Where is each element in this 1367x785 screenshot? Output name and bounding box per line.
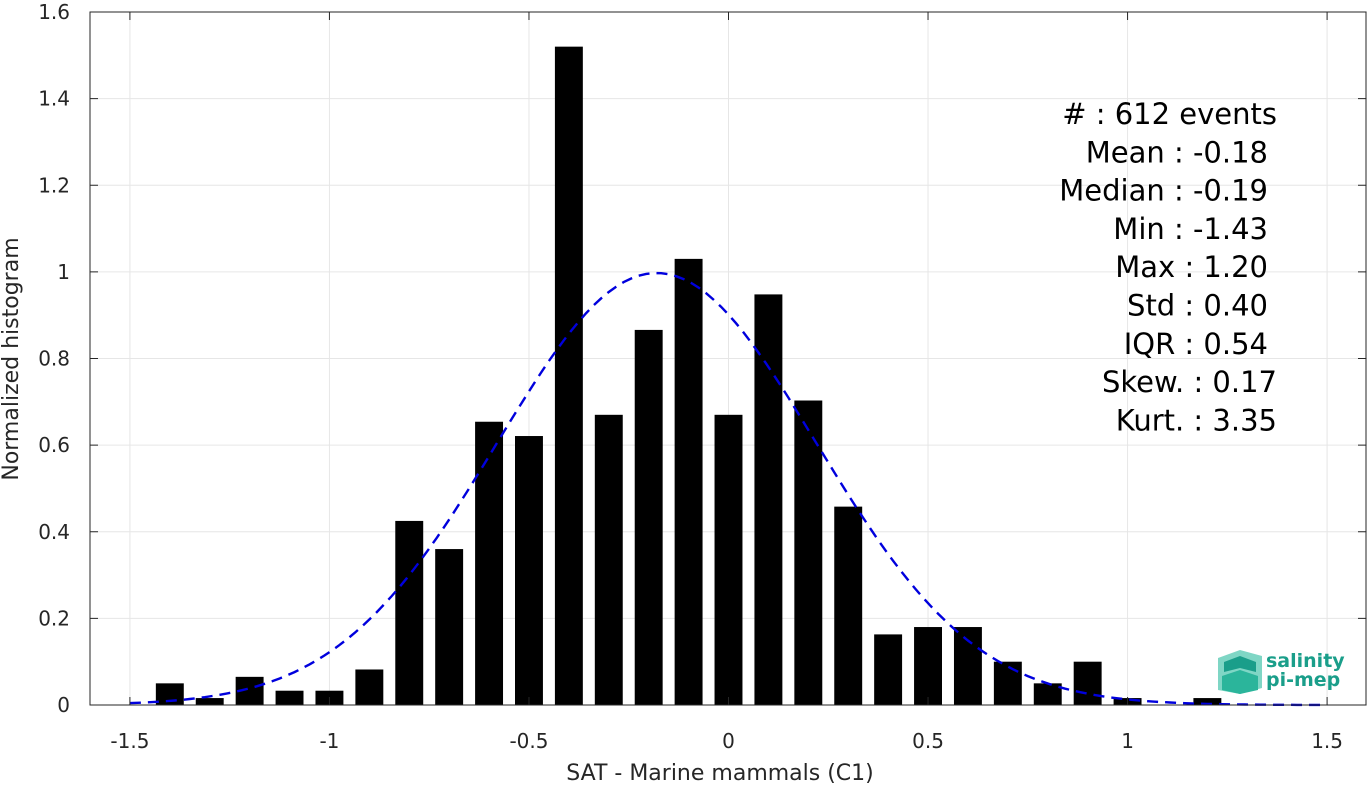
histogram-bar-21	[993, 661, 1022, 705]
y-tick-label-7: 1.4	[38, 87, 70, 111]
logo-line1: salinity	[1266, 650, 1345, 672]
axes-frame	[89, 11, 1367, 706]
y-tick-label-1: 0.2	[38, 606, 70, 630]
histogram-bars	[155, 46, 1222, 705]
stats-line-5: Std : 0.40	[1127, 289, 1268, 323]
stats-line-7: Skew. : 0.17	[1102, 365, 1277, 399]
x-tick-label-4: 0.5	[912, 729, 944, 753]
histogram-bar-16	[794, 400, 823, 705]
stats-box: # : 612 events Mean : -0.18 Median : -0.19…	[1059, 97, 1277, 437]
histogram-bar-3	[275, 690, 304, 705]
x-tick-label-1: -1	[319, 729, 339, 753]
histogram-bar-12	[634, 329, 663, 705]
x-tick-label-3: 0	[722, 729, 735, 753]
y-tick-label-3: 0.6	[38, 433, 70, 457]
y-tick-label-8: 1.6	[38, 0, 70, 24]
logo-mark-icon	[1218, 650, 1262, 694]
histogram-bar-9	[515, 436, 543, 705]
grid-lines	[90, 11, 1367, 706]
histogram-bar-23	[1073, 661, 1102, 705]
histogram-bar-17	[834, 506, 863, 705]
x-tick-label-5: 1	[1121, 729, 1134, 753]
histogram-bar-19	[914, 627, 942, 705]
histogram-bar-14	[714, 414, 743, 705]
y-tick-label-2: 0.4	[38, 520, 70, 544]
histogram-bar-18	[874, 634, 903, 705]
histogram-bar-1	[195, 698, 224, 705]
y-tick-label-0: 0	[57, 693, 70, 717]
x-tick-labels: -1.5 -1 -0.5 0 0.5 1 1.5	[110, 729, 1343, 753]
stats-line-8: Kurt. : 3.35	[1116, 403, 1277, 437]
y-axis-label: Normalized histogram	[0, 237, 24, 480]
gaussian-fit-curve	[129, 271, 1328, 707]
y-tick-label-5: 1	[57, 260, 70, 284]
histogram-bar-0	[155, 683, 184, 705]
stats-line-3: Min : -1.43	[1113, 212, 1268, 246]
histogram-bar-13	[674, 258, 703, 705]
histogram-bar-8	[475, 421, 504, 705]
histogram-bar-20	[953, 627, 982, 705]
y-tick-labels: 0 0.2 0.4 0.6 0.8 1 1.2 1.4 1.6	[38, 0, 70, 717]
logo-line2: pi-mep	[1266, 669, 1340, 691]
stats-line-1: Mean : -0.18	[1086, 135, 1268, 169]
histogram-bar-6	[395, 520, 424, 705]
stats-line-2: Median : -0.19	[1059, 174, 1268, 208]
salinity-pi-mep-logo: salinity pi-mep	[1218, 650, 1345, 694]
histogram-bar-11	[594, 414, 623, 705]
histogram-bar-15	[754, 294, 783, 705]
x-tick-label-6: 1.5	[1311, 729, 1343, 753]
stats-line-4: Max : 1.20	[1115, 250, 1268, 284]
stats-line-6: IQR : 0.54	[1124, 327, 1268, 361]
x-tick-label-2: -0.5	[509, 729, 548, 753]
histogram-bar-25	[1193, 698, 1222, 705]
histogram-bar-5	[355, 669, 384, 705]
y-tick-label-4: 0.8	[38, 347, 70, 371]
x-axis-label: SAT - Marine mammals (C1)	[566, 761, 874, 785]
histogram-bar-22	[1033, 683, 1062, 705]
histogram-bar-10	[554, 46, 583, 705]
y-tick-label-6: 1.2	[38, 173, 70, 197]
x-tick-label-0: -1.5	[110, 729, 149, 753]
histogram-bar-7	[435, 549, 464, 705]
stats-line-0: # : 612 events	[1062, 97, 1277, 131]
